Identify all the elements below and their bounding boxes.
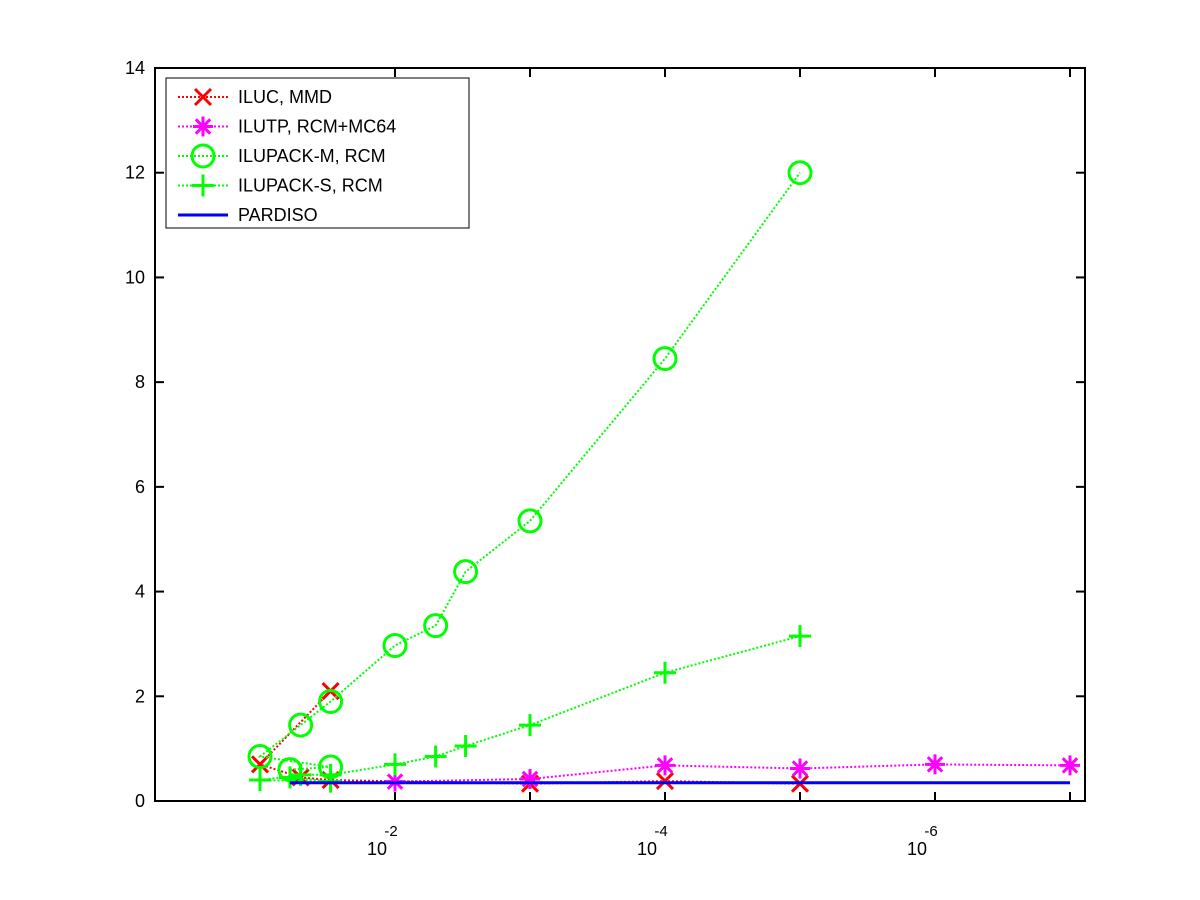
- data-point: [288, 712, 314, 738]
- data-point-marker-ring: [787, 160, 813, 186]
- data-point: [517, 508, 543, 534]
- data-point: [925, 754, 945, 775]
- data-point: [382, 632, 408, 658]
- legend-entry: ILUTP, RCM+MC64: [178, 116, 396, 137]
- data-point-marker-ring: [288, 712, 314, 738]
- y-tick-label: 14: [125, 58, 145, 78]
- y-tick-label: 0: [135, 791, 145, 811]
- data-point-marker-b: [250, 755, 270, 774]
- data-point-marker-d2: [926, 756, 944, 773]
- data-point-marker-ring: [318, 689, 344, 715]
- plot-area: [247, 160, 1080, 793]
- x-tick-label-base: 10: [637, 839, 657, 859]
- data-point-marker-ring: [453, 559, 479, 585]
- data-point: [652, 346, 678, 372]
- y-tick-label: 2: [135, 686, 145, 706]
- y-tick-label: 10: [125, 267, 145, 287]
- y-tick-label: 12: [125, 163, 145, 183]
- legend-entry: PARDISO: [178, 205, 318, 225]
- legend: ILUC, MMD ILUTP, RCM+MC64 ILUPACK-M, RCM IL…: [165, 77, 470, 229]
- data-point-marker-ring: [423, 613, 449, 639]
- data-point: [250, 755, 270, 774]
- data-point: [247, 743, 273, 769]
- data-point-marker-ring: [652, 346, 678, 372]
- x-tick-label-base: 10: [907, 839, 927, 859]
- data-point-marker-d2: [656, 757, 674, 774]
- data-point: [790, 758, 810, 779]
- legend-marker-b: [193, 87, 213, 107]
- data-point: [278, 766, 301, 789]
- series-line: [394, 763, 1071, 783]
- legend-marker-d2: [194, 118, 212, 135]
- data-point: [384, 753, 406, 776]
- data-point: [453, 559, 479, 585]
- data-point: [1060, 755, 1080, 776]
- data-point: [654, 661, 676, 684]
- data-point-marker-b: [655, 772, 675, 791]
- series-line: [259, 635, 801, 783]
- x-tick-label-base: 10: [367, 839, 387, 859]
- y-tick-label: 8: [135, 372, 145, 392]
- data-point: [424, 745, 447, 768]
- series-group: [247, 160, 1080, 793]
- legend-label: ILUPACK-M, RCM: [238, 146, 386, 166]
- legend-entry: ILUPACK-M, RCM: [178, 143, 386, 169]
- data-point: [520, 769, 540, 790]
- data-point-marker-d2: [791, 760, 809, 777]
- x-tick-label-exponent: -2: [384, 823, 397, 840]
- data-point-marker-d2: [1061, 757, 1079, 774]
- data-point: [789, 625, 811, 648]
- data-point-marker-ring: [247, 743, 273, 769]
- legend-label: ILUPACK-S, RCM: [238, 176, 383, 196]
- y-tick-label: 4: [135, 582, 145, 602]
- data-point: [454, 735, 477, 758]
- data-point: [423, 613, 449, 639]
- axes-box: [154, 67, 1086, 802]
- data-point: [318, 689, 344, 715]
- legend-marker-ring: [190, 143, 216, 169]
- legend-entry: ILUPACK-S, RCM: [178, 174, 383, 197]
- data-point: [655, 755, 675, 776]
- data-point: [787, 160, 813, 186]
- legend-label: ILUC, MMD: [238, 87, 332, 107]
- data-point: [655, 772, 675, 791]
- data-point-marker-ring: [382, 632, 408, 658]
- legend-box: [165, 77, 470, 229]
- x-tick-label-exponent: -6: [924, 823, 937, 840]
- legend-entry: ILUC, MMD: [178, 87, 332, 107]
- legend-label: ILUTP, RCM+MC64: [238, 117, 396, 137]
- series-1: [385, 754, 1080, 792]
- data-point-marker-ring: [517, 508, 543, 534]
- x-tick-label-exponent: -4: [654, 823, 667, 840]
- y-tick-label: 6: [135, 477, 145, 497]
- data-point: [519, 714, 541, 737]
- legend-label: PARDISO: [238, 205, 318, 225]
- data-point: [249, 769, 271, 792]
